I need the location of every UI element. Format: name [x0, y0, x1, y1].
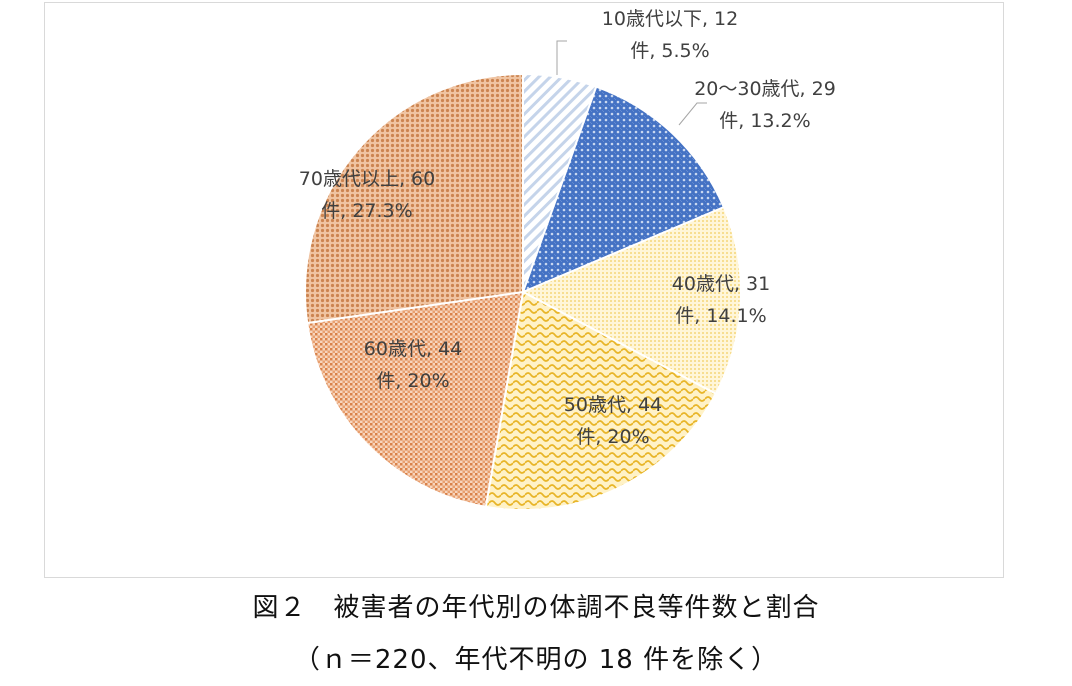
slice-label-line: 70歳代以上, 60	[299, 168, 435, 190]
pie-slice-40s	[520, 205, 742, 396]
slice-label-60s: 60歳代, 44 件, 20%	[364, 338, 462, 392]
chart-area: 10歳代以下, 12 件, 5.5% 20～30歳代, 29 件, 13.2% 40歳代…	[44, 2, 1004, 578]
slice-label-20-30s: 20～30歳代, 29 件, 13.2%	[694, 78, 836, 132]
slice-label-line: 件, 14.1%	[675, 305, 766, 327]
slice-label-40s: 40歳代, 31 件, 14.1%	[672, 273, 770, 327]
slice-label-line: 件, 13.2%	[719, 110, 810, 132]
leader-line-10s	[556, 40, 567, 75]
caption-line-1: 図２ 被害者の年代別の体調不良等件数と割合	[252, 593, 820, 623]
slice-label-line: 件, 20%	[376, 370, 449, 392]
slice-label-line: 50歳代, 44	[564, 394, 662, 416]
slice-label-50s: 50歳代, 44 件, 20%	[564, 394, 662, 448]
leader-lines	[556, 40, 707, 126]
slice-label-line: 10歳代以下, 12	[602, 8, 738, 30]
slice-label-line: 件, 5.5%	[630, 40, 709, 62]
slice-label-10s-and-under: 10歳代以下, 12 件, 5.5%	[602, 8, 738, 62]
slice-label-70s-and-over: 70歳代以上, 60 件, 27.3%	[299, 168, 435, 222]
pie-slice-20-30s	[521, 85, 726, 294]
pie-slice-70s-and-over	[304, 72, 524, 325]
leader-line-20-30s	[678, 102, 707, 126]
slice-label-line: 件, 27.3%	[321, 200, 412, 222]
slice-label-line: 40歳代, 31	[672, 273, 770, 295]
figure-caption: 図２ 被害者の年代別の体調不良等件数と割合 （ｎ＝220、年代不明の 18 件を…	[0, 582, 1072, 686]
slice-label-line: 20～30歳代, 29	[694, 78, 836, 100]
pie-slice-50s	[484, 290, 718, 511]
slice-labels: 10歳代以下, 12 件, 5.5% 20～30歳代, 29 件, 13.2% 40歳代…	[299, 8, 836, 448]
slice-label-line: 60歳代, 44	[364, 338, 462, 360]
pie-slice-60s	[306, 290, 525, 508]
pie-slices	[304, 72, 742, 511]
pie-chart: 10歳代以下, 12 件, 5.5% 20～30歳代, 29 件, 13.2% 40歳代…	[299, 8, 836, 511]
slice-label-line: 件, 20%	[576, 426, 649, 448]
caption-line-2: （ｎ＝220、年代不明の 18 件を除く）	[293, 645, 779, 675]
